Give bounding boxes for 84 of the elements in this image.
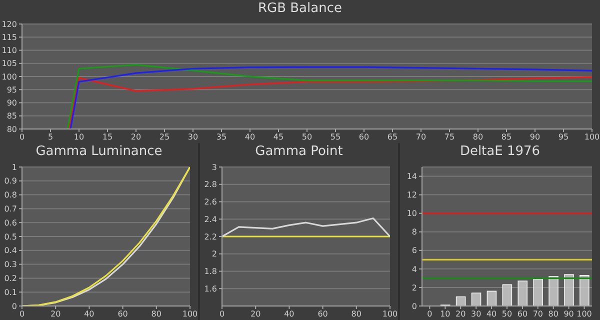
x-tick-label: 80 [351, 310, 362, 319]
x-tick-label: 80 [548, 310, 558, 319]
x-tick-label: 90 [564, 310, 574, 319]
x-tick-label: 50 [302, 132, 312, 142]
y-tick-label: 0.2 [4, 274, 17, 284]
x-tick-label: 60 [118, 310, 128, 319]
x-tick-label: 10 [440, 310, 450, 319]
x-tick-label: 30 [470, 310, 482, 319]
y-tick-label: 0 [412, 302, 417, 311]
y-tick-label: 105 [2, 59, 17, 68]
y-tick-label: 0.8 [4, 190, 17, 200]
x-tick-label: 70 [532, 310, 544, 319]
x-tick-label: 10 [74, 132, 84, 142]
x-tick-label: 40 [244, 132, 256, 142]
x-tick-label: 20 [50, 310, 61, 319]
y-tick-label: 2 [412, 283, 417, 292]
y-tick-label: 1.6 [204, 284, 217, 294]
chart-title: DeltaE 1976 [458, 143, 542, 161]
y-tick-label: 85 [6, 112, 17, 121]
x-tick-label: 60 [358, 132, 370, 142]
x-tick-label: 20 [130, 132, 142, 142]
y-tick-label: 12 [406, 190, 417, 200]
x-tick-label: 45 [273, 132, 284, 142]
x-tick-label: 60 [318, 310, 328, 319]
y-tick-label: 4 [412, 264, 417, 274]
x-tick-label: 100 [182, 310, 198, 319]
x-tick-label: 20 [456, 310, 466, 319]
x-tick-label: 80 [472, 132, 484, 142]
y-tick-label: 115 [2, 32, 17, 42]
y-tick-label: 120 [2, 20, 17, 29]
y-tick-label: 0.9 [4, 176, 17, 186]
y-tick-label: 2.4 [204, 214, 217, 224]
y-tick-label: 2.6 [204, 198, 217, 207]
x-tick-label: 25 [159, 132, 170, 142]
chart-title: Gamma Point [254, 143, 344, 161]
chart-title: RGB Balance [256, 0, 343, 18]
x-tick-label: 5 [48, 132, 54, 142]
x-tick-label: 30 [188, 132, 198, 142]
y-tick-label: 2.8 [204, 180, 217, 190]
y-tick-label: 95 [6, 85, 17, 94]
x-tick-label: 0 [219, 310, 225, 319]
y-tick-label: 1.8 [204, 267, 217, 276]
x-tick-label: 0 [19, 310, 25, 319]
x-tick-label: 50 [502, 310, 512, 319]
y-tick-label: 6 [412, 246, 417, 256]
y-tick-label: 3 [212, 162, 217, 172]
y-tick-label: 0 [12, 302, 17, 311]
y-tick-label: 10 [406, 209, 417, 218]
x-tick-label: 0 [427, 310, 432, 319]
y-tick-label: 0.1 [4, 288, 17, 297]
y-tick-label: 80 [6, 124, 17, 134]
x-tick-label: 40 [84, 310, 94, 319]
x-tick-label: 35 [216, 132, 227, 142]
x-tick-label: 40 [486, 310, 497, 319]
x-tick-label: 20 [250, 310, 261, 319]
x-tick-label: 15 [102, 132, 113, 142]
x-tick-label: 95 [558, 132, 569, 142]
x-tick-label: 85 [501, 132, 512, 142]
x-tick-label: 55 [330, 132, 341, 142]
y-tick-label: 14 [406, 172, 417, 182]
chart-title: Gamma Luminance [34, 143, 164, 161]
x-tick-label: 75 [444, 132, 455, 142]
y-tick-label: 1 [12, 162, 17, 172]
x-tick-label: 65 [387, 132, 398, 142]
x-tick-label: 100 [576, 310, 592, 319]
x-tick-label: 70 [416, 132, 426, 142]
y-tick-label: 90 [6, 98, 17, 108]
x-tick-label: 90 [530, 132, 540, 142]
y-tick-label: 0.4 [4, 246, 17, 256]
y-tick-label: 2 [212, 250, 217, 259]
x-tick-label: 60 [517, 310, 528, 319]
y-tick-label: 0.7 [4, 204, 17, 214]
y-tick-label: 100 [2, 72, 17, 82]
y-tick-label: 110 [2, 46, 17, 56]
x-tick-label: 100 [584, 132, 600, 142]
x-tick-label: 40 [284, 310, 294, 319]
y-tick-label: 0.3 [4, 260, 17, 270]
y-tick-label: 8 [412, 228, 417, 237]
x-tick-label: 100 [382, 310, 398, 319]
x-tick-label: 0 [19, 132, 25, 142]
y-tick-label: 0.5 [4, 232, 17, 242]
y-tick-label: 0.6 [4, 218, 17, 228]
x-tick-label: 80 [151, 310, 162, 319]
y-tick-label: 2.2 [204, 232, 217, 242]
